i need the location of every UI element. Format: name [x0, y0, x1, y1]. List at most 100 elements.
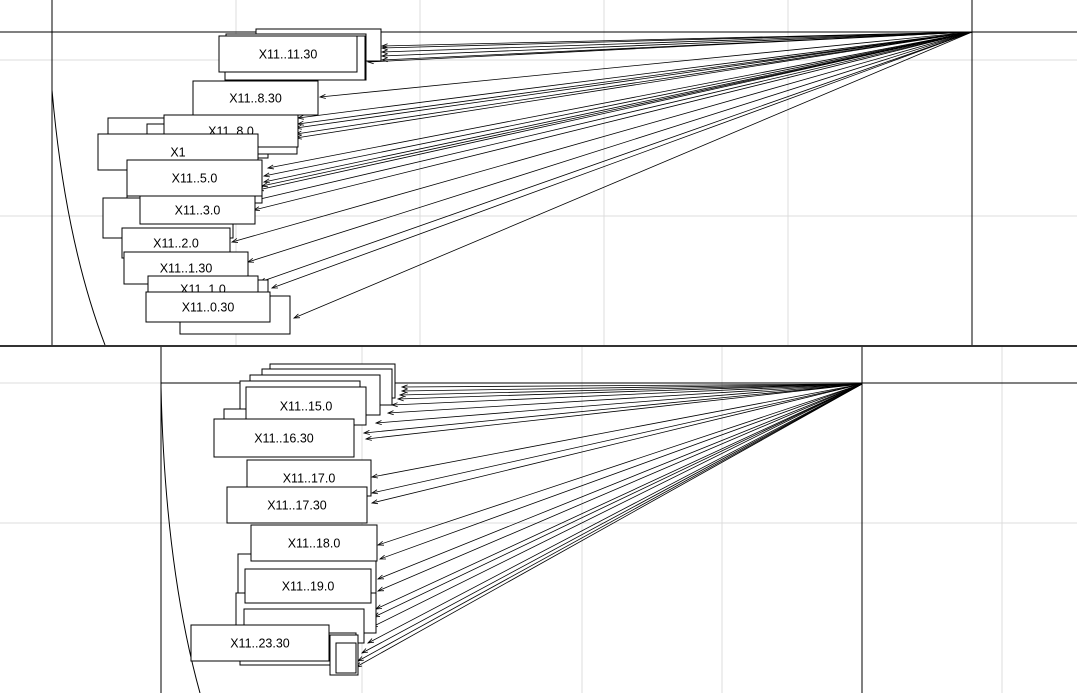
arrow-line — [377, 383, 863, 580]
arrow-head — [400, 384, 408, 390]
point-label: X11..17.0 — [283, 472, 336, 486]
point-label: X11..19.0 — [282, 580, 335, 594]
point-label-box — [218, 35, 358, 73]
point-label: X1 — [170, 146, 185, 160]
arrow-line — [379, 383, 863, 560]
arrow-line — [375, 383, 863, 610]
point-label-box — [145, 291, 271, 323]
arrow-head — [376, 540, 385, 546]
arrow-line — [401, 383, 863, 388]
arrow-line — [391, 383, 863, 406]
arrow-line — [387, 383, 863, 414]
point-label: X11..0.30 — [182, 301, 235, 315]
arrow-line — [371, 383, 863, 504]
arrow-line — [375, 383, 863, 424]
arrow-head — [370, 489, 379, 495]
arrow-line — [381, 31, 973, 57]
point-label: X11..18.0 — [288, 537, 341, 551]
arrow-head — [380, 45, 388, 51]
arrow-head — [262, 178, 270, 184]
arrow-line — [257, 31, 973, 191]
arrow-line — [371, 383, 863, 494]
arrow-line — [371, 383, 863, 628]
arrow-line — [373, 383, 863, 618]
arrow-line — [295, 31, 973, 129]
top-chart-svg: X11..11.30X11..8.30X11..8.0X1X11..5.0X11… — [0, 0, 1077, 345]
bottom-chart-panel: X11..15.0 X11..16.30 X11..17.0 X11..17.30 X1… — [0, 347, 1077, 693]
arrow-head — [362, 430, 370, 435]
arrow-line — [261, 31, 973, 187]
arrow-head — [386, 410, 394, 416]
arrow-line — [263, 31, 973, 177]
arrow-line — [319, 31, 973, 98]
arrow-head — [262, 172, 270, 178]
arrow-line — [267, 31, 973, 169]
arrow-head — [370, 473, 378, 479]
arrow-head — [380, 53, 388, 59]
arrow-head — [292, 313, 301, 319]
point-label: X11..3.0 — [175, 204, 221, 218]
arrow-line — [231, 31, 973, 243]
arrow-head — [378, 554, 387, 560]
arrow-line — [253, 31, 973, 211]
arrow-line — [381, 31, 973, 53]
bottom-chart-svg: X11..15.0 X11..16.30 X11..17.0 X11..17.30 X1… — [0, 347, 1077, 693]
point-label-box — [190, 624, 330, 662]
arrow-head — [374, 420, 382, 425]
point-label: X11..1.30 — [160, 262, 213, 276]
arrow-line — [397, 383, 863, 400]
arrow-line — [271, 31, 973, 289]
arrow-line — [377, 383, 863, 546]
arrow-line — [367, 31, 973, 63]
arrow-head — [364, 435, 372, 441]
arrow-line — [259, 31, 973, 283]
unit-circle-arc — [51, 89, 106, 345]
arrow-head — [400, 388, 408, 394]
point-label: X11..5.0 — [172, 172, 218, 186]
arrow-line — [297, 31, 973, 125]
arrow-line — [295, 31, 973, 139]
arrow-line — [355, 383, 863, 668]
arrow-line — [357, 383, 863, 662]
point-label-box — [244, 568, 372, 604]
point-label-box — [139, 195, 256, 225]
arrow-line — [371, 383, 863, 478]
top-chart-panel: X11..11.30 X11..8.30 X11..8.0 X1 X11..5.0 X11… — [0, 0, 1077, 345]
point-label: X11..16.30 — [254, 432, 314, 446]
arrow-line — [381, 31, 973, 49]
overlap-label-box — [335, 642, 357, 674]
arrow-head — [360, 648, 368, 654]
arrow-line — [247, 31, 973, 263]
point-label: X11..23.30 — [230, 637, 290, 651]
arrow-line — [361, 383, 863, 654]
arrow-line — [263, 31, 973, 183]
arrow-head — [356, 656, 364, 662]
point-label: X11..17.30 — [267, 499, 327, 513]
arrow-head — [380, 49, 388, 55]
arrow-head — [370, 499, 379, 505]
arrow-head — [270, 283, 279, 289]
arrow-line — [297, 31, 973, 119]
panel-separator — [0, 345, 1077, 347]
point-label: X11..15.0 — [280, 400, 333, 414]
point-label: X11..8.30 — [229, 92, 282, 106]
arrow-line — [295, 31, 973, 135]
arrow-head — [398, 392, 406, 398]
arrow-head — [366, 638, 375, 644]
arrow-head — [318, 94, 326, 99]
arrow-line — [377, 383, 863, 592]
point-label-box — [192, 80, 319, 116]
point-label-box — [126, 159, 263, 197]
arrow-line — [255, 31, 973, 201]
arrow-line — [367, 383, 863, 644]
arrow-head — [266, 164, 274, 170]
arrow-line — [365, 383, 863, 440]
arrow-line — [401, 383, 863, 392]
arrow-line — [399, 383, 863, 396]
arrow-line — [363, 383, 863, 434]
arrow-head — [376, 586, 385, 592]
point-label-box — [226, 486, 368, 524]
point-label: X11..2.0 — [153, 237, 199, 251]
arrow-line — [293, 31, 973, 319]
point-label: X11..11.30 — [259, 48, 318, 62]
